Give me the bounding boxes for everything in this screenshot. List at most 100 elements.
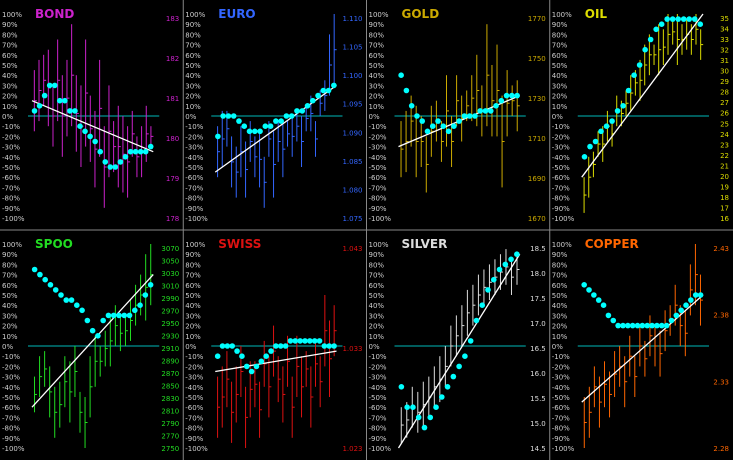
left-axis-tick-label: 40% [369, 302, 385, 310]
right-axis-tick-label: 23 [720, 141, 729, 149]
left-axis-tick-label: -70% [369, 184, 387, 192]
left-axis-tick-label: -70% [369, 414, 387, 422]
momentum-dot [414, 113, 420, 119]
momentum-dot [74, 302, 80, 309]
momentum-dot [262, 123, 269, 129]
left-axis-tick-label: 100% [552, 11, 572, 19]
right-axis-tick-label: 31 [720, 57, 729, 65]
chart-title: OIL [585, 7, 608, 21]
left-axis-tick-label: 70% [369, 42, 385, 50]
left-axis-tick-label: 90% [185, 21, 201, 29]
momentum-dot [263, 353, 269, 360]
momentum-dot [477, 108, 484, 114]
momentum-dot [487, 108, 494, 114]
left-axis-tick-label: 60% [369, 52, 385, 60]
momentum-dot [658, 21, 665, 28]
momentum-dot [514, 92, 520, 99]
left-axis-tick-label: 90% [552, 21, 568, 29]
momentum-dot [307, 338, 313, 344]
left-axis-tick-label: 40% [185, 72, 201, 80]
momentum-dot [31, 266, 38, 273]
left-axis-tick-label: 90% [369, 251, 385, 259]
left-axis-tick-label: 10% [185, 103, 201, 111]
momentum-dot [625, 87, 632, 94]
momentum-dot [41, 92, 48, 99]
panel-bond: 100% 90% 80% 70% 60% 50% 40% 30% 20% 10% 0% -10% -20… [2, 7, 179, 223]
momentum-dot [688, 297, 694, 303]
left-axis-tick-label: -50% [552, 394, 570, 402]
left-axis-tick-label: -90% [552, 205, 570, 213]
momentum-dot [508, 256, 514, 263]
trend-line [31, 100, 154, 153]
right-axis-tick-label: 34 [720, 26, 729, 34]
momentum-dot [581, 154, 588, 160]
right-axis-tick-label: 2830 [161, 395, 179, 403]
momentum-dot [131, 307, 138, 314]
trend-line [214, 84, 337, 173]
momentum-dot [56, 97, 63, 104]
right-axis-tick-label: 1.043 [342, 245, 362, 253]
right-axis-tick-label: 1670 [528, 215, 546, 223]
momentum-dot [326, 343, 333, 349]
right-axis-tick-label: 2.38 [713, 312, 729, 320]
right-axis-tick-label: 1.110 [342, 15, 362, 23]
momentum-dot [433, 404, 439, 411]
momentum-dot [36, 103, 43, 109]
momentum-dot [309, 97, 316, 104]
left-axis-tick-label: -60% [2, 404, 20, 412]
right-axis-tick-label: 3030 [161, 270, 179, 278]
momentum-dot [273, 118, 279, 124]
left-axis-tick-label: -20% [185, 363, 203, 371]
momentum-dot [220, 113, 226, 119]
right-axis-tick-label: 178 [166, 215, 179, 223]
left-axis-tick-label: -90% [369, 435, 387, 443]
left-axis-tick-label: -70% [185, 184, 203, 192]
left-axis-tick-label: 70% [2, 42, 18, 50]
left-axis-tick-label: 30% [369, 82, 385, 90]
momentum-dot [117, 159, 124, 165]
right-axis-tick-label: 1710 [528, 135, 546, 143]
momentum-dot [403, 87, 410, 94]
right-axis-tick-label: 1.090 [342, 129, 362, 137]
momentum-dot [52, 287, 59, 293]
momentum-dot [311, 338, 318, 344]
left-axis-tick-label: -20% [185, 133, 203, 141]
momentum-dot [273, 343, 279, 349]
momentum-dot [67, 108, 73, 114]
momentum-dot [277, 343, 284, 349]
left-axis-tick-label: 10% [552, 333, 568, 341]
momentum-dot [408, 103, 415, 109]
momentum-dot [68, 297, 75, 303]
left-axis-tick-label: 90% [2, 21, 18, 29]
momentum-dot [126, 312, 133, 319]
left-axis-tick-label: -10% [369, 123, 387, 131]
left-axis-tick-label: -80% [369, 425, 387, 433]
left-axis-tick-label: 30% [185, 312, 201, 320]
left-axis-tick-label: -70% [552, 414, 570, 422]
left-axis-tick-label: 10% [2, 103, 18, 111]
right-axis-tick-label: 22 [720, 152, 729, 160]
left-axis-tick-label: 0% [2, 343, 13, 351]
momentum-dot [236, 118, 242, 124]
left-axis-tick-label: -100% [185, 445, 208, 453]
left-axis-tick-label: 40% [185, 302, 201, 310]
left-axis-tick-label: 10% [185, 333, 201, 341]
left-axis-tick-label: 60% [369, 282, 385, 290]
momentum-dot [47, 282, 54, 288]
right-axis-tick-label: 27 [720, 99, 729, 107]
momentum-dot [419, 118, 426, 124]
left-axis-tick-label: 40% [2, 72, 18, 80]
left-axis-tick-label: -20% [2, 133, 20, 141]
momentum-dot [678, 307, 684, 314]
left-axis-tick-label: -20% [552, 133, 570, 141]
momentum-dot [479, 302, 486, 309]
momentum-dot [62, 97, 68, 104]
momentum-dot [615, 322, 621, 329]
chart-title: BOND [35, 7, 74, 21]
momentum-dot [110, 312, 117, 319]
momentum-dot [89, 327, 96, 334]
left-axis-tick-label: -50% [369, 394, 387, 402]
left-axis-tick-label: -100% [369, 445, 392, 453]
left-axis-tick-label: -80% [2, 425, 20, 433]
momentum-dot [398, 384, 405, 390]
